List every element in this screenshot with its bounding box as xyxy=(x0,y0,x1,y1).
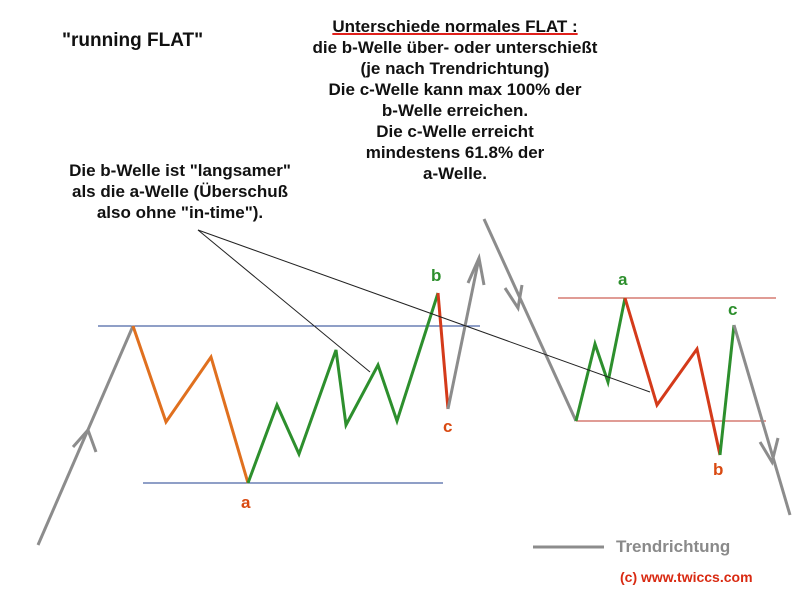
running-flat-label-a: a xyxy=(241,493,251,512)
note-line: Die c-Welle erreicht xyxy=(376,122,534,141)
note-line: (je nach Trendrichtung) xyxy=(360,59,550,78)
normal-flat-wave-b xyxy=(623,297,722,456)
copyright: (c) www.twiccs.com xyxy=(620,569,753,585)
note-line: Die c-Welle kann max 100% der xyxy=(328,80,582,99)
running-flat-wave-b xyxy=(246,292,440,484)
note-differences: Unterschiede normales FLAT : die b-Welle… xyxy=(290,16,620,184)
note-line: als die a-Welle (Überschuß xyxy=(71,182,289,201)
running-flat-wave-a xyxy=(131,325,250,484)
normal-flat-wave-c xyxy=(718,324,736,456)
trend-arrow-head-3 xyxy=(503,284,524,313)
running-flat-label-b: b xyxy=(431,266,442,285)
pointer-line-1 xyxy=(197,229,371,373)
trend-arrow-head-4 xyxy=(758,437,780,466)
normal-flat-label-b: b xyxy=(713,460,724,479)
running-flat-label-c: c xyxy=(443,417,453,436)
running-flat-trend-in xyxy=(36,325,135,546)
trend-arrow-head-2 xyxy=(466,252,486,286)
normal-flat-label-c: c xyxy=(728,300,738,319)
note-line: Die b-Welle ist "langsamer" xyxy=(69,161,291,180)
normal-flat-label-a: a xyxy=(618,270,628,289)
note-line: mindestens 61.8% der xyxy=(365,143,545,162)
trend-arrow-head-1 xyxy=(71,427,98,453)
pointer-line-2 xyxy=(197,229,651,393)
legend-label: Trendrichtung xyxy=(616,537,731,556)
note-b-wave: Die b-Welle ist "langsamer" als die a-We… xyxy=(30,160,330,223)
note-line: die b-Welle über- oder unterschießt xyxy=(312,38,598,57)
normal-flat-trend-out xyxy=(732,324,792,516)
normal-flat-trend-in xyxy=(482,218,578,422)
running-flat-wave-c xyxy=(436,292,450,410)
note-line: b-Welle erreichen. xyxy=(381,101,529,120)
note-differences-heading: Unterschiede normales FLAT : xyxy=(332,17,578,36)
note-line: also ohne "in-time"). xyxy=(96,203,264,222)
running-flat-trend-out xyxy=(446,257,481,410)
note-line: a-Welle. xyxy=(423,164,487,183)
running-flat-title: "running FLAT" xyxy=(62,30,204,51)
normal-flat-wave-a xyxy=(574,297,627,422)
